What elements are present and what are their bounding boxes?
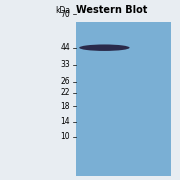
Text: 44: 44: [60, 43, 70, 52]
Text: 14: 14: [61, 117, 70, 126]
Text: 18: 18: [61, 102, 70, 111]
Text: 26: 26: [61, 77, 70, 86]
Text: 70: 70: [60, 10, 70, 19]
Ellipse shape: [79, 44, 130, 51]
Text: 10: 10: [61, 132, 70, 141]
Bar: [76, 22, 171, 176]
Text: kDa: kDa: [55, 6, 70, 15]
Text: 22: 22: [61, 88, 70, 97]
Text: Western Blot: Western Blot: [76, 5, 147, 15]
Text: 33: 33: [60, 60, 70, 69]
